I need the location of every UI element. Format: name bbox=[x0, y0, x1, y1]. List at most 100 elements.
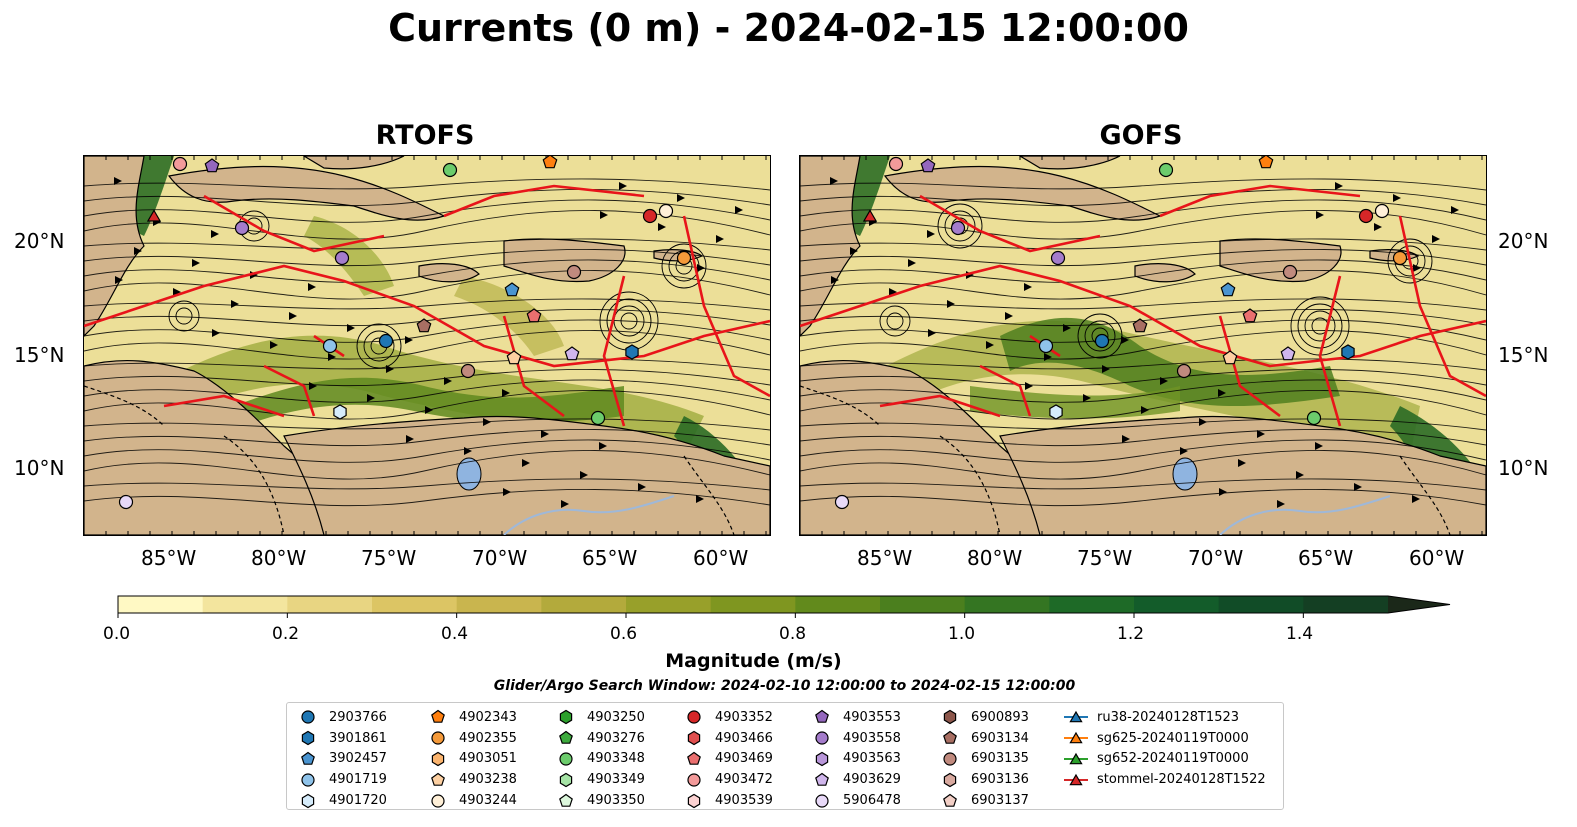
colorbar-segment bbox=[710, 596, 796, 613]
legend-label: 4903238 bbox=[459, 772, 517, 788]
land-masses bbox=[800, 156, 1486, 535]
platform-marker bbox=[1049, 404, 1063, 420]
legend-marker bbox=[301, 710, 315, 724]
colorbar-segment bbox=[372, 596, 458, 613]
colorbar bbox=[117, 595, 1451, 618]
lat-label-20n-right: 20°N bbox=[1498, 229, 1549, 253]
legend-marker bbox=[687, 773, 701, 787]
platform-marker bbox=[1280, 346, 1296, 361]
colorbar-segment bbox=[1049, 596, 1135, 613]
legend-item: stommel-20240128T1522 bbox=[1063, 769, 1266, 790]
legend-marker bbox=[815, 710, 829, 724]
legend-label: 4903276 bbox=[587, 730, 645, 746]
platform-marker bbox=[460, 363, 476, 379]
platform-marker bbox=[416, 318, 432, 333]
legend-marker bbox=[815, 751, 829, 767]
legend-marker bbox=[815, 772, 829, 786]
circle-marker-icon bbox=[943, 752, 957, 766]
figure-title: Currents (0 m) - 2024-02-15 12:00:00 bbox=[388, 6, 1189, 50]
legend-marker bbox=[1069, 773, 1083, 786]
lat-label-15n-left: 15°N bbox=[14, 343, 65, 367]
legend-marker bbox=[1069, 711, 1083, 723]
circle-marker-icon bbox=[431, 731, 445, 745]
colorbar-segment bbox=[626, 596, 712, 613]
colorbar-segment bbox=[456, 596, 542, 613]
search-window-caption: Glider/Argo Search Window: 2024-02-10 12… bbox=[493, 678, 1076, 694]
legend-column: 6900893 6903134 6903135 6903136 6903137 bbox=[937, 707, 1029, 811]
legend-label: 4903051 bbox=[459, 751, 517, 767]
legend-item: 6903137 bbox=[937, 790, 1029, 811]
legend-marker bbox=[559, 710, 573, 725]
legend-label: 6903135 bbox=[971, 751, 1029, 767]
platform-marker bbox=[378, 333, 394, 349]
colorbar-segment bbox=[118, 596, 204, 613]
legend-column: 4903352 4903466 4903469 4903472 4903539 bbox=[681, 707, 773, 811]
pentagon-marker-icon bbox=[559, 730, 573, 744]
river bbox=[503, 495, 675, 535]
platform-marker bbox=[1341, 344, 1355, 360]
colorbar-segment bbox=[1134, 596, 1220, 613]
platform-marker bbox=[676, 250, 692, 266]
gofs-current-map bbox=[800, 156, 1486, 535]
lon-label-70w-left: 70°W bbox=[472, 546, 528, 570]
lon-label-75w-right: 75°W bbox=[1077, 546, 1133, 570]
pentagon-marker-icon bbox=[815, 772, 829, 786]
map-panel-rtofs[interactable] bbox=[83, 155, 771, 536]
hexagon-marker-icon bbox=[301, 730, 315, 746]
platform-marker bbox=[1220, 282, 1236, 297]
streamlines bbox=[84, 177, 770, 508]
hexagon-marker-icon bbox=[559, 710, 573, 725]
legend-label: 4903349 bbox=[587, 772, 645, 788]
platform-marker bbox=[1258, 156, 1274, 169]
map-panel-gofs[interactable] bbox=[799, 155, 1487, 536]
pentagon-marker-icon bbox=[815, 710, 829, 724]
legend-label: 5906478 bbox=[843, 793, 901, 809]
platform-marker bbox=[1176, 363, 1192, 379]
lat-label-20n-left: 20°N bbox=[14, 229, 65, 253]
legend-item: sg652-20240119T0000 bbox=[1063, 749, 1266, 770]
pentagon-marker-icon bbox=[687, 751, 701, 765]
colorbar-tick-1-2: 1.2 bbox=[1117, 624, 1145, 644]
legend-item: 4903250 bbox=[553, 707, 645, 728]
colorbar-tick-1-4: 1.4 bbox=[1286, 624, 1314, 644]
pentagon-marker-icon bbox=[301, 751, 315, 765]
platform-marker bbox=[566, 264, 582, 280]
colorbar-extend-arrow bbox=[1388, 596, 1450, 613]
legend-label: 4903558 bbox=[843, 730, 901, 746]
platform-marker bbox=[1306, 410, 1322, 426]
legend-item: 4901720 bbox=[295, 790, 387, 811]
legend-label: 4903563 bbox=[843, 751, 901, 767]
platform-marker bbox=[658, 203, 674, 219]
platform-marker bbox=[1374, 203, 1390, 219]
legend-marker bbox=[943, 793, 957, 807]
frame-ticks bbox=[84, 156, 767, 535]
legend-marker bbox=[1069, 731, 1083, 744]
platform-marker bbox=[1282, 264, 1298, 280]
platform-marker bbox=[204, 158, 220, 173]
platform-marker bbox=[172, 156, 188, 172]
legend-column: 4903250 4903276 4903348 4903349 4903350 bbox=[553, 707, 645, 811]
country-borders bbox=[84, 385, 735, 535]
legend-label: 3902457 bbox=[329, 751, 387, 767]
legend-label: sg625-20240119T0000 bbox=[1097, 730, 1249, 746]
hexagon-marker-icon bbox=[943, 710, 957, 725]
hexagon-marker-icon bbox=[687, 793, 701, 808]
panel-title-gofs: GOFS bbox=[1099, 120, 1183, 151]
circle-marker-icon bbox=[687, 773, 701, 787]
colorbar-outline bbox=[117, 595, 1451, 614]
legend-label: 6903134 bbox=[971, 730, 1029, 746]
legend-marker bbox=[559, 793, 573, 807]
legend-marker bbox=[301, 730, 315, 746]
legend-item: 4903349 bbox=[553, 769, 645, 790]
legend-item: 4903244 bbox=[425, 790, 517, 811]
legend-item: 3902457 bbox=[295, 749, 387, 770]
legend-marker bbox=[815, 793, 829, 808]
circle-marker-icon bbox=[687, 710, 701, 724]
legend-item: 4903469 bbox=[681, 749, 773, 770]
platform-marker bbox=[1222, 350, 1238, 365]
colorbar-segment bbox=[1218, 596, 1304, 613]
legend-label: stommel-20240128T1522 bbox=[1097, 772, 1266, 788]
legend-marker bbox=[943, 752, 957, 766]
lat-label-10n-left: 10°N bbox=[14, 456, 65, 480]
legend-marker bbox=[301, 751, 315, 765]
